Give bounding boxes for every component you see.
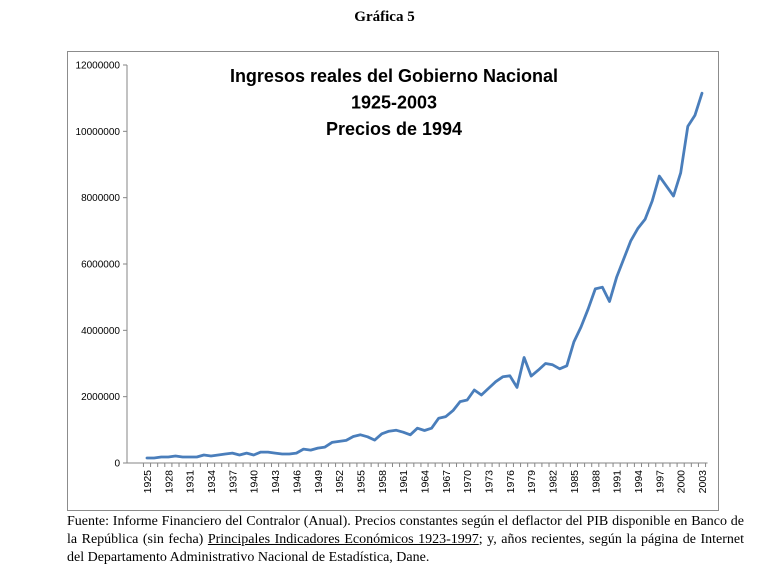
x-tick-label: 1949	[313, 470, 325, 494]
y-tick-label: 10000000	[76, 127, 121, 138]
x-tick-label: 2003	[697, 470, 709, 494]
x-tick-label: 1964	[420, 470, 432, 494]
x-tick-label: 1997	[654, 470, 666, 494]
chart-title-line: Precios de 1994	[326, 119, 462, 139]
x-tick-label: 1955	[355, 470, 367, 494]
x-tick-label: 1931	[185, 470, 197, 494]
footnote-text-end: ; y, años recientes, según la página de …	[67, 532, 745, 565]
x-tick-label: 1991	[612, 470, 624, 494]
chart-title-line: 1925-2003	[351, 93, 437, 113]
figure-title: Gráfica 5	[354, 9, 415, 25]
x-tick-label: 1973	[484, 470, 496, 494]
footnote-text: Fuente: Informe Financiero del Contralor…	[67, 514, 744, 547]
x-tick-label: 2000	[676, 470, 688, 494]
y-tick-label: 12000000	[76, 61, 121, 72]
series-line-ingresos-reales	[145, 91, 704, 460]
x-tick-label: 1985	[569, 470, 581, 494]
y-tick-label: 4000000	[81, 326, 120, 337]
x-tick-label: 1961	[398, 470, 410, 494]
x-tick-label: 1970	[462, 470, 474, 494]
x-tick-label: 1982	[548, 470, 560, 494]
x-tick-label: 1946	[291, 470, 303, 494]
x-tick-label: 1925	[142, 470, 154, 494]
x-tick-label: 1958	[377, 470, 389, 494]
source-footnote: Fuente: Informe Financiero del Contralor…	[67, 513, 744, 567]
y-tick-label: 6000000	[81, 260, 120, 271]
y-tick-label: 8000000	[81, 193, 120, 204]
x-tick-label: 1979	[526, 470, 538, 494]
x-tick-label: 1943	[270, 470, 282, 494]
y-tick-label: 2000000	[81, 392, 120, 403]
x-tick-label: 1976	[505, 470, 517, 494]
x-tick-label: 1940	[249, 470, 261, 494]
x-tick-label: 1967	[441, 470, 453, 494]
chart-area: 0 2000000 4000000 6000000 8000000 10000000 120…	[67, 51, 719, 511]
footnote-publication-title: Principales Indicadores Económicos 1923-…	[207, 532, 479, 547]
y-tick-label: 0	[114, 459, 120, 470]
line-chart: 0 2000000 4000000 6000000 8000000 10000000 120…	[76, 61, 710, 494]
x-tick-label: 1928	[163, 470, 175, 494]
chart-title-line: Ingresos reales del Gobierno Nacional	[230, 66, 558, 86]
x-tick-label: 1952	[334, 470, 346, 494]
x-tick-label: 1994	[633, 470, 645, 494]
x-tick-label: 1934	[206, 470, 218, 494]
x-tick-label: 1937	[227, 470, 239, 494]
x-tick-label: 1988	[590, 470, 602, 494]
